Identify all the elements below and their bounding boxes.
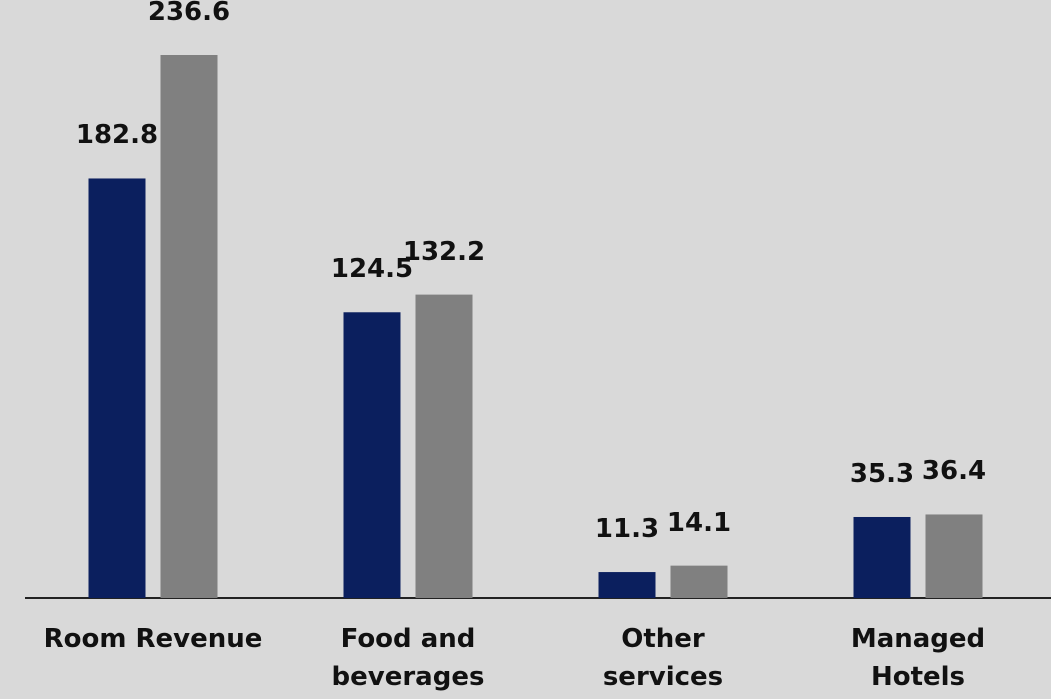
bar: [598, 572, 656, 598]
bar: [670, 565, 728, 598]
bar: [853, 516, 911, 598]
bar: [88, 178, 146, 598]
x-tick-label: Food and beverages: [331, 624, 485, 692]
data-label: 35.3: [849, 458, 915, 489]
bar: [415, 294, 473, 598]
data-label: 36.4: [921, 456, 987, 487]
data-label: 182.8: [75, 120, 159, 151]
x-tick-label: Room Revenue: [43, 624, 263, 654]
data-label: 124.5: [330, 254, 414, 285]
data-label: 14.1: [666, 507, 732, 538]
bar: [343, 312, 401, 598]
bar: [925, 514, 983, 598]
bar: [160, 55, 218, 598]
x-tick-label: Managed Hotels: [850, 624, 986, 692]
data-label: 132.2: [402, 236, 486, 267]
data-label: 236.6: [147, 0, 231, 27]
x-tick-label: Other services: [602, 624, 724, 692]
data-label: 11.3: [594, 514, 660, 545]
